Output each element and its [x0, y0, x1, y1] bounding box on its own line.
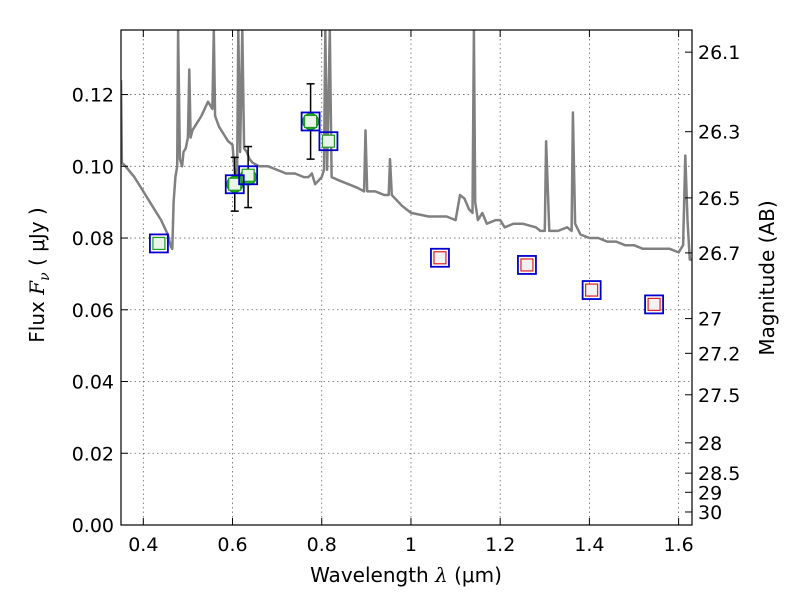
x-tick-label: 1.6	[664, 534, 694, 556]
model-band-blue-marker	[644, 294, 664, 315]
magnitude-tick-label: 27.2	[698, 343, 740, 365]
x-tick-label: 0.4	[128, 534, 158, 556]
upper-limit-marker	[520, 258, 534, 272]
y-tick-label: 0.08	[72, 228, 114, 250]
x-tick-label: 0.8	[307, 534, 337, 556]
upper-limit-marker	[647, 297, 661, 312]
magnitude-tick-label: 29	[698, 482, 722, 504]
magnitude-tick-label: 30	[698, 502, 722, 524]
model-band-blue-marker	[238, 165, 259, 186]
x-tick-label: 1.2	[485, 534, 515, 556]
model-band-blue-marker	[430, 247, 450, 268]
y-tick-label: 0.06	[72, 300, 114, 322]
magnitude-tick-label: 27.5	[698, 385, 740, 407]
model-band-green-marker	[321, 134, 336, 148]
model-band-blue-marker	[581, 280, 602, 300]
y-tick-label: 0.04	[72, 372, 114, 394]
y-tick-label: 0.00	[72, 515, 114, 537]
y-tick-label: 0.12	[72, 85, 114, 107]
y-tick-label: 0.10	[72, 156, 114, 178]
model-band-green-marker	[303, 114, 318, 129]
magnitude-tick-label: 26.1	[698, 42, 740, 64]
y-tick-label: 0.02	[72, 443, 114, 465]
model-layer	[121, 30, 692, 261]
model-band-blue-marker	[318, 131, 339, 152]
upper-limit-marker	[433, 251, 447, 265]
grid-layer	[121, 30, 692, 525]
x-axis-label: Wavelength λ (μm)	[310, 563, 502, 587]
magnitude-tick-label: 27	[698, 309, 722, 331]
x-tick-label: 1	[405, 534, 417, 556]
model-band-green-marker	[152, 236, 166, 251]
frame-layer	[120, 29, 693, 526]
magnitude-tick-label: 26.7	[698, 243, 740, 265]
model-band-blue-marker	[517, 255, 537, 275]
y-axis-label: Flux Fν ( μJy )	[25, 207, 53, 342]
x-tick-label: 0.6	[217, 534, 247, 556]
magnitude-tick-label: 28	[698, 433, 722, 455]
model-band-blue-marker	[149, 233, 169, 254]
magnitude-axis-label: Magnitude (AB)	[755, 200, 779, 355]
magnitude-tick-label: 26.5	[698, 188, 740, 210]
magnitude-tick-label: 28.5	[698, 463, 740, 485]
magnitude-tick-label: 26.3	[698, 122, 740, 144]
model-sed-line	[121, 30, 692, 261]
label-layer: Wavelength λ (μm) Flux Fν ( μJy ) Magnit…	[25, 42, 779, 587]
marker-layer	[149, 83, 664, 315]
plot-frame	[120, 29, 693, 526]
x-tick-label: 1.4	[574, 534, 604, 556]
upper-limit-marker	[585, 283, 599, 297]
model-band-blue-marker	[300, 111, 321, 132]
